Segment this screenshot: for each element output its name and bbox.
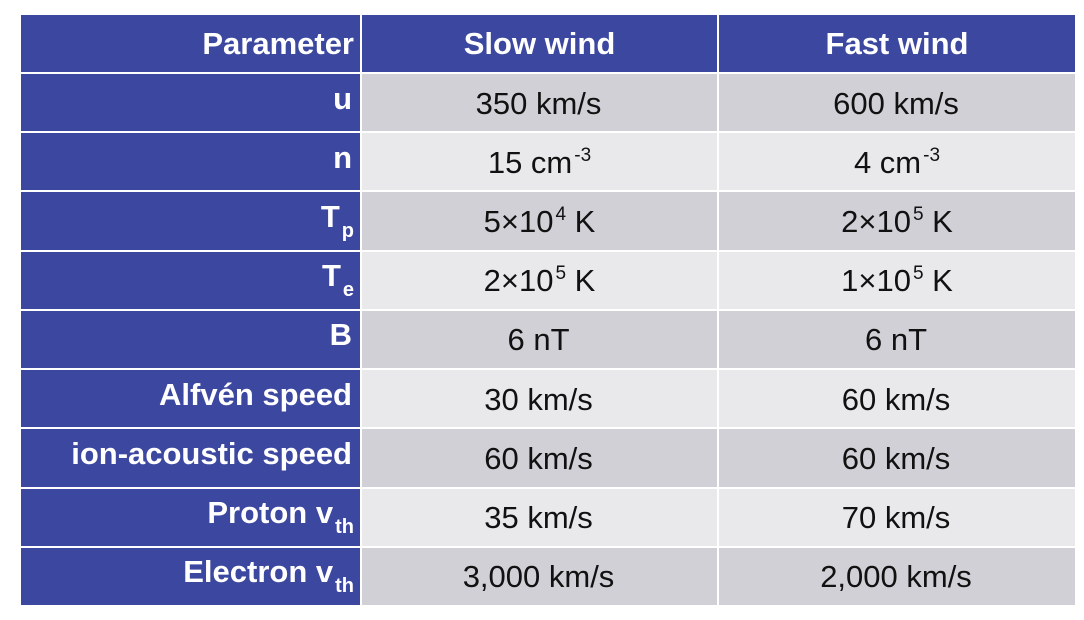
row-label: B [19,308,362,371]
cell-superscript: 5 [912,263,924,285]
header-parameter: Parameter [19,13,362,74]
cell-value: 15 cm [487,144,573,180]
table-row: B 6 nT 6 nT [19,308,1077,371]
slow-wind-cell: 60 km/s [360,427,719,489]
row-label-text: T [321,258,341,294]
row-label-subscript: th [335,575,354,598]
slow-wind-cell: 6 nT [360,308,719,371]
table-header-row: Parameter Slow wind Fast wind [19,13,1077,74]
fast-wind-cell: 2×10 5 K [717,190,1077,252]
cell-value: 6 nT [507,322,570,358]
row-label: Alfvén speed [19,368,362,430]
row-label-text: ion-acoustic speed [71,435,352,471]
table-row: Electron v th 3,000 km/s 2,000 km/s [19,545,1077,608]
table-row: u 350 km/s 600 km/s [19,71,1077,134]
slow-wind-cell: 350 km/s [360,71,719,134]
cell-superscript: 5 [912,204,924,226]
row-label-text: Alfvén speed [159,376,352,412]
row-label-text: u [333,80,352,116]
row-label: n [19,131,362,193]
row-label: u [19,71,362,134]
cell-value: 60 km/s [841,381,951,417]
cell-value: 35 km/s [484,500,593,536]
fast-wind-cell: 60 km/s [717,427,1077,489]
table-row: n 15 cm -3 4 cm -3 [19,131,1077,193]
row-label-text: Electron v [183,554,334,590]
cell-value: 3,000 km/s [462,559,615,595]
fast-wind-cell: 6 nT [717,308,1077,371]
row-label-subscript: th [335,516,354,539]
row-label: Proton v th [19,486,362,548]
row-label-text: B [329,317,352,353]
row-label-text: Proton v [207,495,334,531]
row-label-text: T [320,199,340,235]
cell-unit: K [566,263,596,299]
slow-wind-cell: 5×10 4 K [360,190,719,252]
cell-value: 70 km/s [841,500,951,536]
fast-wind-cell: 60 km/s [717,368,1077,430]
slow-wind-cell: 35 km/s [360,486,719,548]
cell-value: 30 km/s [484,381,593,417]
cell-unit: K [923,204,953,240]
cell-unit: K [566,204,596,240]
cell-value: 60 km/s [484,440,593,476]
fast-wind-cell: 4 cm -3 [717,131,1077,193]
fast-wind-cell: 1×10 5 K [717,249,1077,311]
cell-unit: K [923,263,953,299]
header-slow-wind: Slow wind [360,13,719,74]
header-fast-wind: Fast wind [717,13,1077,74]
cell-value: 2×10 [841,204,911,240]
fast-wind-cell: 2,000 km/s [717,545,1077,608]
cell-value: 350 km/s [475,85,602,121]
cell-value: 6 nT [864,322,928,358]
slow-wind-cell: 2×10 5 K [360,249,719,311]
table-row: Alfvén speed 30 km/s 60 km/s [19,368,1077,430]
row-label: ion-acoustic speed [19,427,362,489]
cell-value: 2,000 km/s [820,559,972,595]
row-label: Electron v th [19,545,362,608]
row-label-text: n [333,139,352,175]
cell-superscript: -3 [574,144,592,166]
cell-value: 600 km/s [833,85,959,121]
row-label-subscript: p [341,220,354,243]
cell-value: 60 km/s [841,440,951,476]
solar-wind-parameters-table: Parameter Slow wind Fast wind u 350 km/s… [19,13,1077,608]
table-row: ion-acoustic speed 60 km/s 60 km/s [19,427,1077,489]
cell-value: 4 cm [853,144,922,180]
slow-wind-cell: 3,000 km/s [360,545,719,608]
solar-wind-table-container: Parameter Slow wind Fast wind u 350 km/s… [19,13,1077,608]
cell-superscript: -3 [923,144,941,166]
row-label-subscript: e [342,279,354,302]
cell-value: 1×10 [841,263,911,299]
slow-wind-cell: 15 cm -3 [360,131,719,193]
cell-value: 2×10 [483,263,554,299]
table-row: Proton v th 35 km/s 70 km/s [19,486,1077,548]
fast-wind-cell: 600 km/s [717,71,1077,134]
cell-value: 5×10 [483,204,554,240]
cell-superscript: 5 [555,263,567,285]
slow-wind-cell: 30 km/s [360,368,719,430]
cell-superscript: 4 [555,204,567,226]
fast-wind-cell: 70 km/s [717,486,1077,548]
